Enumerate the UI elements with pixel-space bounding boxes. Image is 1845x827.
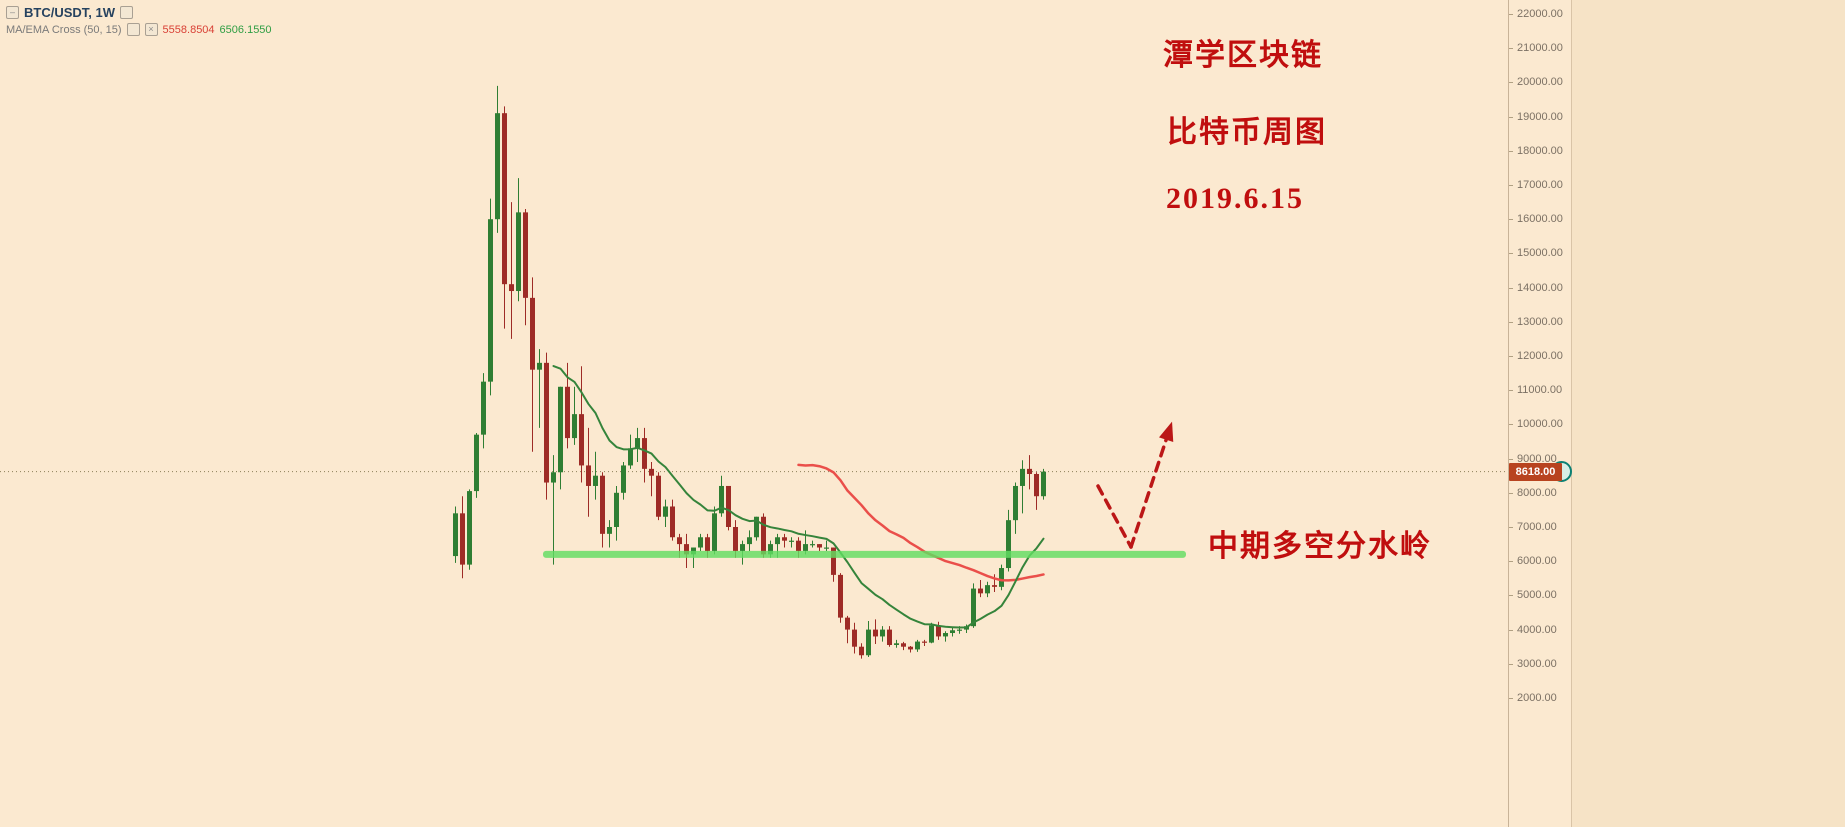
indicator-remove-icon[interactable]: × — [144, 23, 158, 36]
indicator-ema15-value: 6506.1550 — [219, 23, 272, 36]
right-gutter — [1571, 0, 1845, 827]
annotation-date[interactable]: 2019.6.15 — [1166, 182, 1304, 215]
price-axis-tick — [1509, 150, 1513, 152]
price-axis-label: 3000.00 — [1517, 657, 1557, 670]
price-axis-label: 22000.00 — [1517, 8, 1563, 20]
price-axis-label: 11000.00 — [1517, 384, 1563, 397]
indicator-label[interactable]: MA/EMA Cross (50, 15) — [6, 23, 122, 36]
indicator-ma50-value: 5558.8504 — [162, 23, 215, 36]
price-axis-label: 6000.00 — [1517, 555, 1557, 568]
price-axis-label: 8000.00 — [1517, 486, 1557, 499]
current-price-tag: 8618.00 — [1509, 462, 1562, 481]
price-axis-tick — [1509, 629, 1513, 631]
price-axis-tick — [1509, 561, 1513, 563]
price-axis-label: 21000.00 — [1517, 42, 1563, 55]
symbol-title[interactable]: BTC/USDT, 1W — [24, 5, 115, 20]
collapse-legend-icon[interactable]: – — [6, 6, 19, 19]
price-axis-label: 9000.00 — [1517, 452, 1557, 465]
price-axis[interactable]: 22000.00 21000.00 20000.00 19000.00 18000.00… — [1509, 0, 1571, 827]
price-axis-label: 12000.00 — [1517, 350, 1563, 362]
price-axis-tick — [1509, 219, 1513, 221]
symbol-menu-icon[interactable] — [120, 6, 133, 19]
price-axis-tick — [1509, 82, 1513, 84]
price-axis-tick — [1509, 321, 1513, 323]
price-axis-label: 20000.00 — [1517, 76, 1563, 89]
price-axis-tick — [1509, 390, 1513, 392]
indicator-settings-icon[interactable] — [126, 23, 140, 36]
price-axis-label: 15000.00 — [1517, 247, 1563, 260]
price-axis-label: 5000.00 — [1517, 589, 1557, 602]
price-axis-tick — [1509, 116, 1513, 118]
price-axis-label: 7000.00 — [1517, 521, 1557, 533]
price-axis-label: 2000.00 — [1517, 692, 1557, 704]
price-axis-tick — [1509, 185, 1513, 186]
price-axis-tick — [1509, 287, 1513, 289]
price-axis-tick — [1509, 424, 1513, 426]
price-axis-label: 13000.00 — [1517, 315, 1563, 328]
current-price-label: 8618.00 — [1515, 465, 1556, 478]
price-axis-tick — [1509, 458, 1513, 460]
price-axis-label: 17000.00 — [1517, 179, 1563, 191]
price-axis-label: 16000.00 — [1517, 213, 1563, 226]
price-axis-label: 18000.00 — [1517, 144, 1563, 157]
price-axis-label: 10000.00 — [1517, 418, 1563, 431]
price-axis-tick — [1509, 663, 1513, 665]
price-axis-tick — [1509, 14, 1513, 15]
price-axis-label: 14000.00 — [1517, 281, 1563, 294]
price-axis-tick — [1509, 492, 1513, 494]
price-axis-tick — [1509, 48, 1513, 50]
price-axis-tick — [1509, 527, 1513, 528]
price-axis-tick — [1509, 698, 1513, 699]
chart-legend: – BTC/USDT, 1W MA/EMA Cross (50, 15) × 5… — [6, 5, 272, 39]
annotation-support-label[interactable]: 中期多空分水岭 — [1208, 530, 1432, 563]
price-axis-tick — [1509, 595, 1513, 597]
price-axis-tick — [1509, 356, 1513, 357]
annotation-brand-line1[interactable]: 潭学区块链 — [1163, 39, 1323, 72]
annotation-brand-line2[interactable]: 比特币周图 — [1167, 116, 1327, 149]
price-axis-label: 19000.00 — [1517, 110, 1563, 123]
price-axis-border — [1508, 0, 1509, 827]
price-axis-tick — [1509, 253, 1513, 255]
price-axis-label: 4000.00 — [1517, 623, 1557, 636]
